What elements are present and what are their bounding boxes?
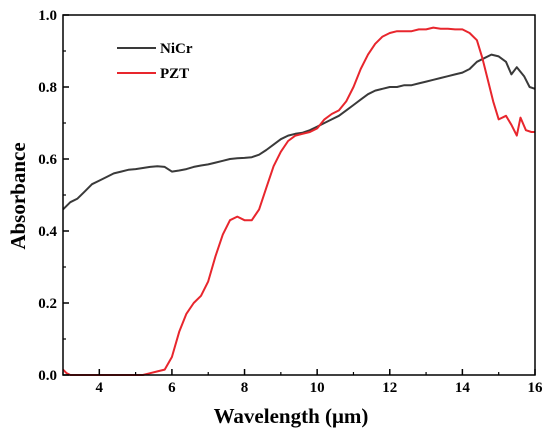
y-tick-label: 0.0 [38, 368, 57, 384]
series-line-pzt [62, 26, 535, 376]
x-tick-label: 4 [96, 380, 104, 396]
y-tick-label: 1.0 [38, 8, 57, 24]
axes [62, 14, 536, 376]
y-tick-label: 0.8 [38, 80, 57, 96]
y-tick-label: 0.2 [38, 296, 57, 312]
x-tick-label: 8 [241, 380, 249, 396]
x-tick-label: 6 [168, 380, 176, 396]
legend-label-nicr: NiCr [160, 41, 193, 57]
legend-label-pzt: PZT [160, 66, 189, 82]
tick-marks [62, 14, 536, 376]
y-axis-title: Absorbance [6, 142, 30, 249]
y-tick-label: 0.6 [38, 152, 57, 168]
x-tick-label: 10 [310, 380, 325, 396]
series-lines [62, 26, 536, 376]
tick-labels: 4 6 8 10 12 14 16 0.0 0.2 0.4 0.6 0.8 1.0 [38, 8, 543, 396]
y-tick-label: 0.4 [38, 224, 57, 240]
x-tick-label: 14 [455, 380, 471, 396]
plot-frame [62, 14, 536, 376]
legend: NiCr PZT [117, 41, 193, 82]
x-tick-label: 12 [382, 380, 397, 396]
x-tick-label: 16 [528, 380, 544, 396]
series-line-nicr [62, 53, 536, 211]
x-axis-title: Wavelength (μm) [214, 404, 369, 428]
